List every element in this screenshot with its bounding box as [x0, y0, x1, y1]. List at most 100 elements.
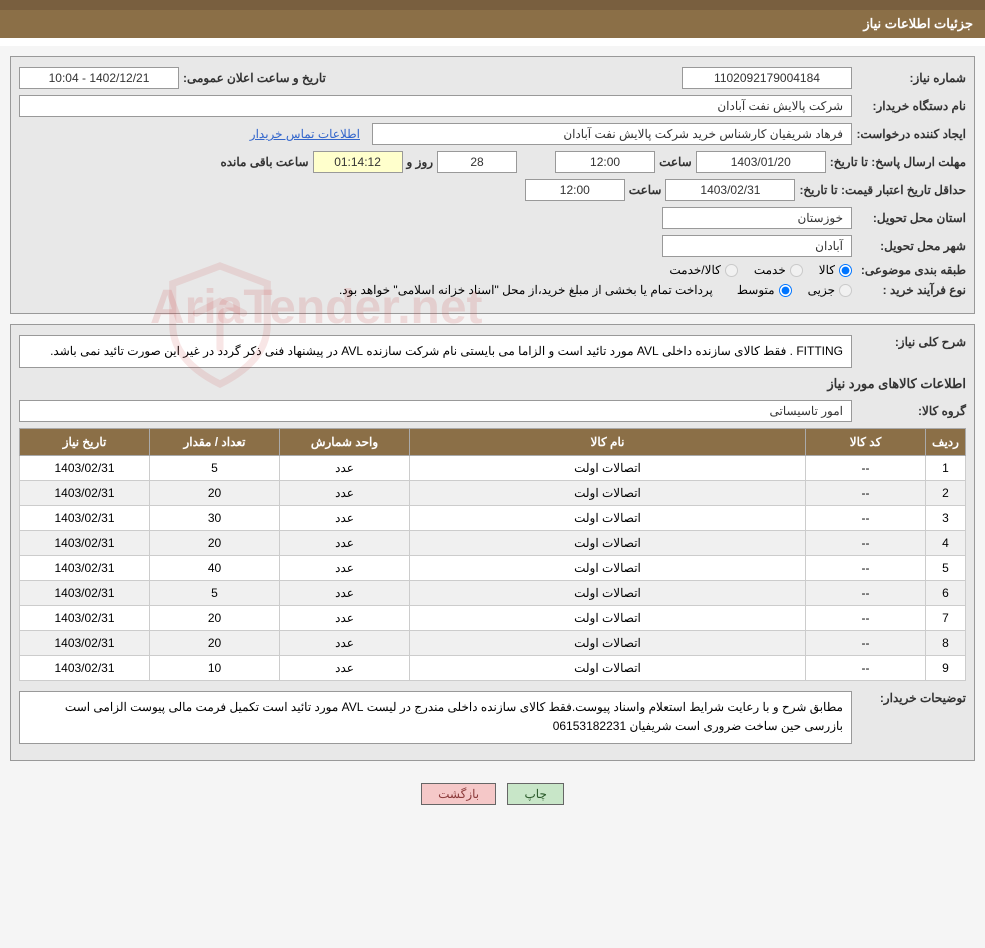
radio-khedmat-input[interactable] — [790, 264, 803, 277]
radio-kala-input[interactable] — [839, 264, 852, 277]
buyer-org-label: نام دستگاه خریدار: — [856, 99, 966, 113]
radio-kala[interactable]: کالا — [819, 263, 852, 277]
buyer-notes-box: مطابق شرح و با رعایت شرایط استعلام واسنا… — [19, 691, 852, 743]
table-row: 1--اتصالات اولتعدد51403/02/31 — [20, 456, 966, 481]
announce-date-label: تاریخ و ساعت اعلان عمومی: — [183, 71, 326, 85]
table-row: 4--اتصالات اولتعدد201403/02/31 — [20, 531, 966, 556]
city-field: آبادان — [662, 235, 852, 257]
radio-partial-input[interactable] — [839, 284, 852, 297]
general-desc-box: FITTING . فقط کالای سازنده داخلی AVL مور… — [19, 335, 852, 368]
cell-unit: عدد — [280, 506, 410, 531]
cell-qty: 20 — [150, 531, 280, 556]
cell-name: اتصالات اولت — [410, 656, 806, 681]
cell-idx: 6 — [926, 581, 966, 606]
cell-unit: عدد — [280, 556, 410, 581]
city-label: شهر محل تحویل: — [856, 239, 966, 253]
days-remaining-field: 28 — [437, 151, 517, 173]
page-header: جزئیات اطلاعات نیاز — [0, 10, 985, 38]
radio-medium[interactable]: متوسط — [737, 283, 792, 297]
radio-medium-input[interactable] — [779, 284, 792, 297]
cell-unit: عدد — [280, 606, 410, 631]
day-label: روز و — [407, 155, 434, 169]
cell-unit: عدد — [280, 531, 410, 556]
cell-unit: عدد — [280, 581, 410, 606]
time-label-2: ساعت — [629, 183, 662, 197]
cell-date: 1403/02/31 — [20, 656, 150, 681]
validity-label: حداقل تاریخ اعتبار قیمت: تا تاریخ: — [799, 183, 966, 197]
table-row: 6--اتصالات اولتعدد51403/02/31 — [20, 581, 966, 606]
divider — [0, 38, 985, 46]
items-section-title: اطلاعات کالاهای مورد نیاز — [19, 376, 966, 392]
category-radio-group: کالا خدمت کالا/خدمت — [669, 263, 852, 277]
table-row: 2--اتصالات اولتعدد201403/02/31 — [20, 481, 966, 506]
cell-date: 1403/02/31 — [20, 531, 150, 556]
th-qty: تعداد / مقدار — [150, 429, 280, 456]
cell-idx: 1 — [926, 456, 966, 481]
purchase-note: پرداخت تمام یا بخشی از مبلغ خرید،از محل … — [339, 283, 713, 297]
cell-qty: 30 — [150, 506, 280, 531]
validity-date-field: 1403/02/31 — [665, 179, 795, 201]
cell-name: اتصالات اولت — [410, 481, 806, 506]
general-desc-label: شرح کلی نیاز: — [856, 335, 966, 349]
need-number-field: 1102092179004184 — [682, 67, 852, 89]
table-header-row: ردیف کد کالا نام کالا واحد شمارش تعداد /… — [20, 429, 966, 456]
cell-date: 1403/02/31 — [20, 481, 150, 506]
cell-qty: 20 — [150, 481, 280, 506]
cell-unit: عدد — [280, 456, 410, 481]
page-title: جزئیات اطلاعات نیاز — [863, 16, 973, 31]
table-row: 7--اتصالات اولتعدد201403/02/31 — [20, 606, 966, 631]
table-body: 1--اتصالات اولتعدد51403/02/312--اتصالات … — [20, 456, 966, 681]
radio-khedmat[interactable]: خدمت — [754, 263, 803, 277]
th-unit: واحد شمارش — [280, 429, 410, 456]
radio-medium-label: متوسط — [737, 283, 775, 297]
table-row: 3--اتصالات اولتعدد301403/02/31 — [20, 506, 966, 531]
buyer-contact-link[interactable]: اطلاعات تماس خریدار — [250, 127, 360, 141]
cell-idx: 7 — [926, 606, 966, 631]
cell-code: -- — [806, 606, 926, 631]
cell-code: -- — [806, 531, 926, 556]
th-code: کد کالا — [806, 429, 926, 456]
cell-unit: عدد — [280, 631, 410, 656]
cell-code: -- — [806, 656, 926, 681]
print-button[interactable]: چاپ — [507, 783, 563, 805]
deadline-date-field: 1403/01/20 — [696, 151, 826, 173]
radio-partial-label: جزیی — [808, 283, 835, 297]
need-number-label: شماره نیاز: — [856, 71, 966, 85]
cell-idx: 4 — [926, 531, 966, 556]
cell-name: اتصالات اولت — [410, 606, 806, 631]
buyer-org-field: شرکت پالایش نفت آبادان — [19, 95, 852, 117]
cell-qty: 40 — [150, 556, 280, 581]
category-label: طبقه بندی موضوعی: — [856, 263, 966, 277]
purchase-type-radio-group: جزیی متوسط — [737, 283, 852, 297]
cell-name: اتصالات اولت — [410, 556, 806, 581]
radio-kala-khedmat-input[interactable] — [725, 264, 738, 277]
group-label: گروه کالا: — [856, 404, 966, 418]
cell-qty: 5 — [150, 581, 280, 606]
main-form-panel: شماره نیاز: 1102092179004184 تاریخ و ساع… — [10, 56, 975, 314]
cell-idx: 3 — [926, 506, 966, 531]
top-accent-bar — [0, 0, 985, 10]
back-button[interactable]: بازگشت — [421, 783, 496, 805]
cell-qty: 10 — [150, 656, 280, 681]
cell-idx: 9 — [926, 656, 966, 681]
radio-khedmat-label: خدمت — [754, 263, 786, 277]
deadline-time-field: 12:00 — [555, 151, 655, 173]
cell-qty: 20 — [150, 606, 280, 631]
th-date: تاریخ نیاز — [20, 429, 150, 456]
items-table: ردیف کد کالا نام کالا واحد شمارش تعداد /… — [19, 428, 966, 681]
radio-kala-label: کالا — [819, 263, 835, 277]
th-name: نام کالا — [410, 429, 806, 456]
table-row: 5--اتصالات اولتعدد401403/02/31 — [20, 556, 966, 581]
cell-name: اتصالات اولت — [410, 456, 806, 481]
cell-code: -- — [806, 456, 926, 481]
group-field: امور تاسیساتی — [19, 400, 852, 422]
details-panel: شرح کلی نیاز: FITTING . فقط کالای سازنده… — [10, 324, 975, 761]
radio-kala-khedmat[interactable]: کالا/خدمت — [669, 263, 737, 277]
radio-kala-khedmat-label: کالا/خدمت — [669, 263, 720, 277]
countdown-field: 01:14:12 — [313, 151, 403, 173]
button-row: چاپ بازگشت — [0, 771, 985, 817]
cell-unit: عدد — [280, 656, 410, 681]
cell-date: 1403/02/31 — [20, 581, 150, 606]
radio-partial[interactable]: جزیی — [808, 283, 852, 297]
validity-time-field: 12:00 — [525, 179, 625, 201]
